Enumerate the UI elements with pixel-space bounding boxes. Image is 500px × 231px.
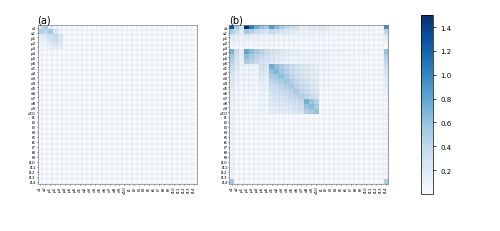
Text: (a): (a) xyxy=(38,15,51,25)
Text: (b): (b) xyxy=(230,15,243,25)
